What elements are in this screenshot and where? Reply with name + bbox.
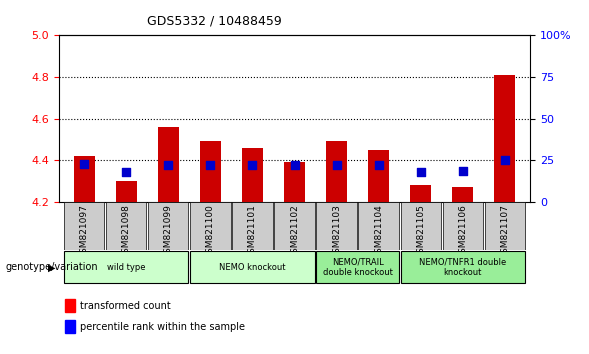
Text: GSM821105: GSM821105 (416, 204, 425, 259)
Text: NEMO/TNFR1 double
knockout: NEMO/TNFR1 double knockout (419, 258, 507, 277)
Text: GSM821101: GSM821101 (248, 204, 257, 259)
Text: GSM821103: GSM821103 (332, 204, 341, 259)
Point (121, 169, 131, 175)
Bar (485, 202, 525, 250)
Bar (190, 251, 315, 283)
Bar (494, 75, 515, 202)
Point (248, 162, 257, 168)
Text: NEMO/TRAIL
double knockout: NEMO/TRAIL double knockout (323, 258, 392, 277)
Text: percentile rank within the sample: percentile rank within the sample (80, 322, 244, 332)
Text: GSM821100: GSM821100 (206, 204, 215, 259)
Bar (442, 202, 483, 250)
Bar (401, 202, 441, 250)
Point (164, 162, 173, 168)
Text: GSM821098: GSM821098 (122, 204, 131, 259)
Bar (368, 150, 389, 202)
Point (416, 169, 425, 175)
Text: GDS5332 / 10488459: GDS5332 / 10488459 (147, 14, 282, 27)
Point (374, 162, 383, 168)
Bar (401, 251, 525, 283)
Bar (284, 162, 305, 202)
Bar (274, 202, 315, 250)
Bar (64, 251, 188, 283)
Bar (115, 181, 137, 202)
Bar (232, 202, 273, 250)
Bar (200, 142, 221, 202)
Point (332, 162, 341, 168)
Bar (148, 202, 188, 250)
Text: ▶: ▶ (48, 262, 56, 272)
Bar (326, 142, 347, 202)
Bar (158, 127, 179, 202)
Bar (190, 202, 230, 250)
Bar (359, 202, 399, 250)
Point (500, 157, 509, 163)
Text: GSM821106: GSM821106 (458, 204, 467, 259)
Bar (316, 251, 399, 283)
Text: transformed count: transformed count (80, 301, 170, 310)
Text: GSM821104: GSM821104 (374, 204, 383, 259)
Text: genotype/variation: genotype/variation (6, 262, 98, 272)
Bar (242, 148, 263, 202)
Bar (64, 202, 104, 250)
Bar (106, 202, 147, 250)
Bar (452, 187, 474, 202)
Bar (410, 185, 431, 202)
Point (290, 162, 299, 168)
Text: wild type: wild type (107, 263, 145, 272)
Text: GSM821097: GSM821097 (80, 204, 88, 259)
Point (80, 161, 89, 167)
Bar (316, 202, 357, 250)
Text: GSM821107: GSM821107 (501, 204, 509, 259)
Point (206, 162, 215, 168)
Bar (74, 156, 95, 202)
Text: GSM821099: GSM821099 (164, 204, 173, 259)
Point (458, 168, 468, 173)
Text: GSM821102: GSM821102 (290, 204, 299, 259)
Text: NEMO knockout: NEMO knockout (219, 263, 286, 272)
